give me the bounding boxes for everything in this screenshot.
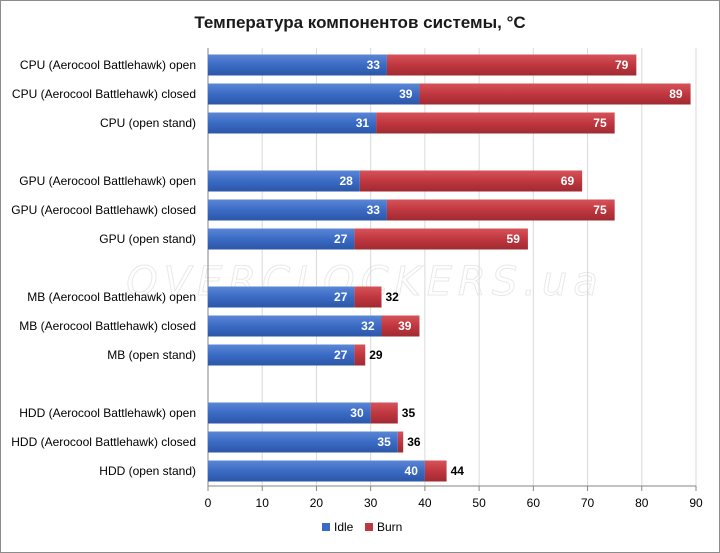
category-label: GPU (open stand) — [99, 232, 196, 246]
category-label: MB (Aerocool Battlehawk) closed — [19, 319, 196, 333]
idle-value-label: 33 — [367, 203, 381, 217]
burn-value-label: 89 — [669, 87, 683, 101]
burn-bar — [354, 228, 528, 250]
category-label: HDD (Aerocool Battlehawk) open — [19, 406, 196, 420]
x-tick-label: 10 — [256, 496, 270, 510]
x-tick-label: 50 — [472, 496, 486, 510]
x-tick-label: 40 — [418, 496, 432, 510]
legend-swatch-burn — [365, 523, 373, 531]
x-tick-label: 70 — [581, 496, 595, 510]
x-tick-label: 60 — [527, 496, 541, 510]
category-label: HDD (open stand) — [99, 464, 196, 478]
category-label: CPU (Aerocool Battlehawk) open — [20, 58, 196, 72]
idle-bar — [208, 112, 377, 134]
idle-bar — [208, 344, 355, 366]
burn-bar — [370, 402, 398, 424]
category-label: MB (Aerocool Battlehawk) open — [27, 290, 196, 304]
burn-value-label: 75 — [593, 116, 607, 130]
category-label: CPU (Aerocool Battlehawk) closed — [12, 87, 196, 101]
burn-value-label: 29 — [369, 348, 383, 362]
idle-bar — [208, 431, 398, 453]
burn-bar — [354, 286, 382, 308]
chart-title: Температура компонентов системы, °C — [194, 13, 525, 32]
idle-bar — [208, 460, 425, 482]
burn-bar — [397, 431, 404, 453]
idle-value-label: 30 — [350, 406, 364, 420]
burn-bar — [381, 315, 420, 337]
idle-bar — [208, 402, 371, 424]
burn-value-label: 69 — [561, 174, 575, 188]
x-tick-label: 20 — [310, 496, 324, 510]
burn-value-label: 59 — [507, 232, 521, 246]
burn-bar — [419, 83, 691, 105]
category-label: MB (open stand) — [107, 348, 196, 362]
legend-label-burn: Burn — [377, 520, 402, 534]
legend-swatch-idle — [322, 523, 330, 531]
category-label: CPU (open stand) — [100, 116, 196, 130]
burn-value-label: 75 — [593, 203, 607, 217]
idle-bar — [208, 228, 355, 250]
x-tick-label: 30 — [364, 496, 378, 510]
idle-bar — [208, 199, 387, 221]
idle-value-label: 33 — [367, 58, 381, 72]
burn-value-label: 32 — [386, 290, 400, 304]
burn-value-label: 39 — [398, 319, 412, 333]
idle-value-label: 27 — [334, 232, 348, 246]
burn-bar — [386, 54, 637, 76]
legend-label-idle: Idle — [334, 520, 354, 534]
idle-value-label: 27 — [334, 290, 348, 304]
idle-value-label: 40 — [405, 464, 419, 478]
idle-bar — [208, 286, 355, 308]
category-label: HDD (Aerocool Battlehawk) closed — [11, 435, 196, 449]
burn-value-label: 36 — [407, 435, 421, 449]
category-label: GPU (Aerocool Battlehawk) closed — [11, 203, 196, 217]
burn-bar — [424, 460, 447, 482]
burn-bar — [376, 112, 615, 134]
burn-bar — [359, 170, 583, 192]
burn-bar — [386, 199, 615, 221]
idle-value-label: 27 — [334, 348, 348, 362]
category-label: GPU (Aerocool Battlehawk) open — [19, 174, 196, 188]
idle-bar — [208, 170, 360, 192]
x-tick-label: 0 — [205, 496, 212, 510]
idle-bar — [208, 54, 387, 76]
burn-value-label: 79 — [615, 58, 629, 72]
x-tick-label: 80 — [635, 496, 649, 510]
idle-bar — [208, 83, 420, 105]
burn-value-label: 44 — [451, 464, 465, 478]
idle-bar — [208, 315, 382, 337]
idle-value-label: 35 — [377, 435, 391, 449]
idle-value-label: 39 — [399, 87, 413, 101]
idle-value-label: 28 — [339, 174, 353, 188]
burn-bar — [354, 344, 366, 366]
idle-value-label: 31 — [356, 116, 370, 130]
burn-value-label: 35 — [402, 406, 416, 420]
idle-value-label: 32 — [361, 319, 375, 333]
x-tick-label: 90 — [689, 496, 703, 510]
